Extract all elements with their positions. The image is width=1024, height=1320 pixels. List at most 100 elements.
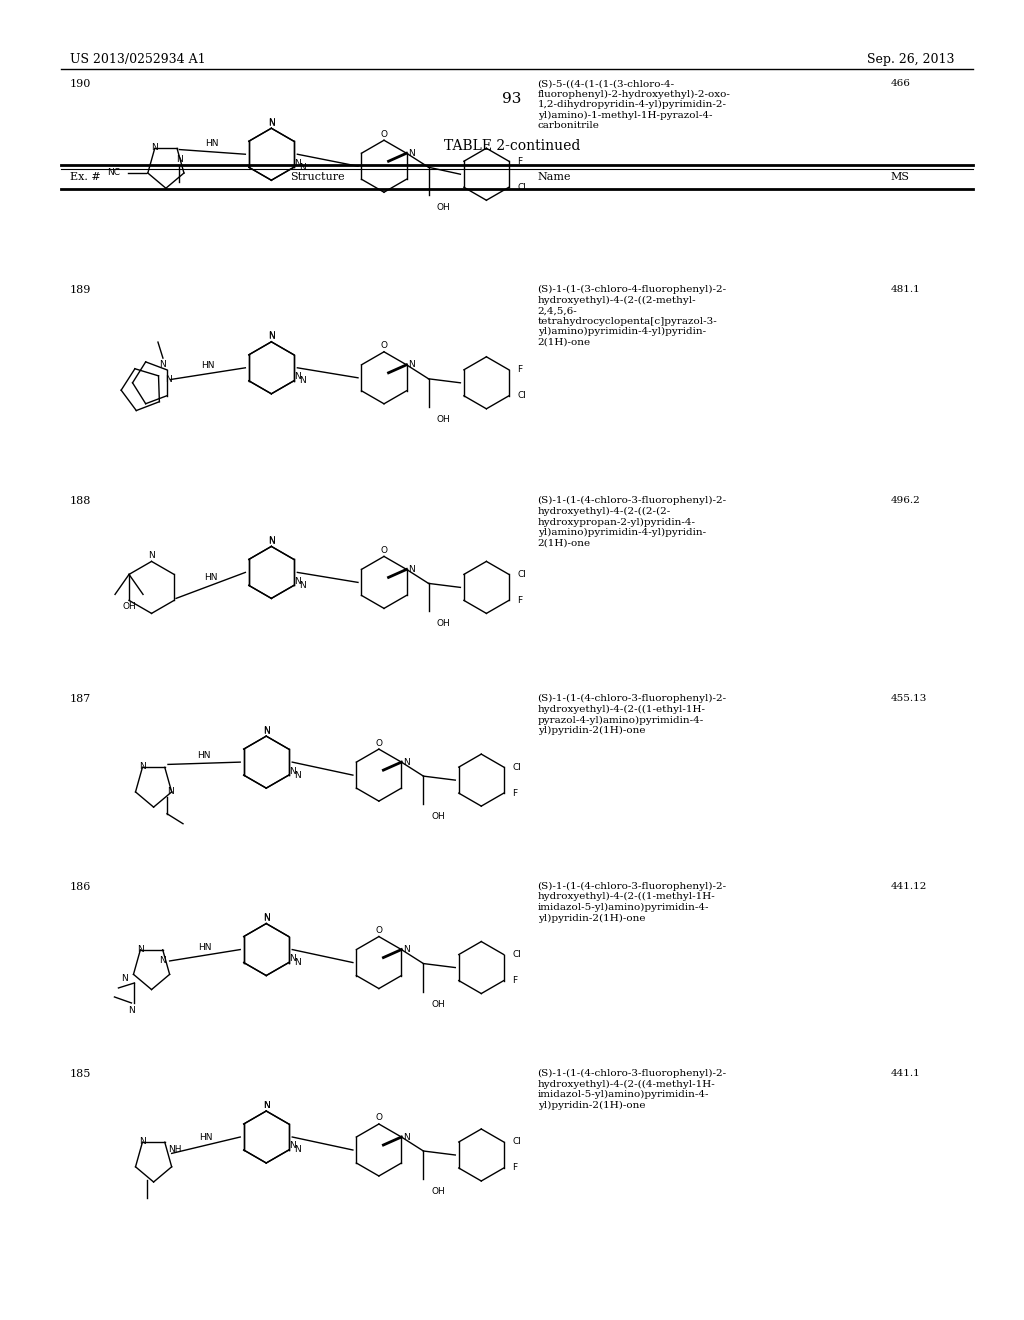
- Text: Cl: Cl: [517, 391, 526, 400]
- Text: N: N: [403, 758, 410, 767]
- Text: Cl: Cl: [517, 570, 526, 579]
- Text: O: O: [381, 546, 387, 554]
- Text: F: F: [512, 788, 517, 797]
- Text: N: N: [290, 767, 296, 776]
- Text: N: N: [290, 954, 296, 964]
- Text: N: N: [263, 726, 269, 735]
- Text: N: N: [290, 1142, 296, 1151]
- Text: N: N: [121, 974, 128, 983]
- Text: F: F: [512, 975, 517, 985]
- Text: OH: OH: [122, 602, 136, 611]
- Text: N: N: [409, 149, 415, 158]
- Text: N: N: [263, 1101, 269, 1110]
- Text: OH: OH: [436, 619, 451, 628]
- Text: F: F: [517, 157, 522, 166]
- Text: N: N: [263, 726, 269, 735]
- Text: N: N: [160, 359, 166, 368]
- Text: N: N: [409, 360, 415, 370]
- Text: 187: 187: [70, 694, 91, 705]
- Text: OH: OH: [436, 203, 451, 213]
- Text: (S)-1-(1-(4-chloro-3-fluorophenyl)-2-
hydroxyethyl)-4-(2-((2-(2-
hydroxypropan-2: (S)-1-(1-(4-chloro-3-fluorophenyl)-2- hy…: [538, 496, 727, 548]
- Text: O: O: [381, 342, 387, 350]
- Text: N: N: [263, 1101, 269, 1110]
- Text: N: N: [409, 565, 415, 574]
- Text: N: N: [263, 913, 269, 923]
- Text: N: N: [295, 158, 301, 168]
- Text: Cl: Cl: [512, 763, 521, 772]
- Text: Ex. #: Ex. #: [70, 172, 100, 182]
- Text: N: N: [139, 762, 145, 771]
- Text: OH: OH: [431, 1187, 445, 1196]
- Text: F: F: [512, 1163, 517, 1172]
- Text: 188: 188: [70, 496, 91, 507]
- Text: 441.1: 441.1: [891, 1069, 921, 1078]
- Text: HN: HN: [198, 751, 211, 760]
- Text: Cl: Cl: [512, 950, 521, 960]
- Text: NC: NC: [106, 169, 120, 177]
- Text: HN: HN: [204, 573, 217, 582]
- Text: (S)-1-(1-(4-chloro-3-fluorophenyl)-2-
hydroxyethyl)-4-(2-((1-ethyl-1H-
pyrazol-4: (S)-1-(1-(4-chloro-3-fluorophenyl)-2- hy…: [538, 694, 727, 735]
- Text: (S)-1-(1-(4-chloro-3-fluorophenyl)-2-
hydroxyethyl)-4-(2-((1-methyl-1H-
imidazol: (S)-1-(1-(4-chloro-3-fluorophenyl)-2- hy…: [538, 882, 727, 923]
- Text: HN: HN: [199, 942, 212, 952]
- Text: N: N: [299, 376, 306, 385]
- Text: Structure: Structure: [290, 172, 345, 182]
- Text: Cl: Cl: [512, 1138, 521, 1147]
- Text: N: N: [295, 372, 301, 381]
- Text: 496.2: 496.2: [891, 496, 921, 506]
- Text: 190: 190: [70, 79, 91, 90]
- Text: TABLE 2-continued: TABLE 2-continued: [443, 139, 581, 153]
- Text: N: N: [268, 331, 274, 341]
- Text: N: N: [152, 143, 158, 152]
- Text: OH: OH: [431, 999, 445, 1008]
- Text: Name: Name: [538, 172, 571, 182]
- Text: MS: MS: [891, 172, 910, 182]
- Text: N: N: [403, 1133, 410, 1142]
- Text: N: N: [165, 375, 172, 384]
- Text: N: N: [148, 550, 155, 560]
- Text: O: O: [381, 129, 387, 139]
- Text: N: N: [268, 117, 274, 127]
- Text: 455.13: 455.13: [891, 694, 928, 704]
- Text: 189: 189: [70, 285, 91, 296]
- Text: N: N: [294, 958, 301, 968]
- Text: (S)-1-(1-(3-chloro-4-fluorophenyl)-2-
hydroxyethyl)-4-(2-((2-methyl-
2,4,5,6-
te: (S)-1-(1-(3-chloro-4-fluorophenyl)-2- hy…: [538, 285, 727, 347]
- Text: N: N: [268, 333, 274, 342]
- Text: O: O: [376, 739, 382, 747]
- Text: N: N: [268, 537, 274, 546]
- Text: N: N: [263, 913, 269, 923]
- Text: N: N: [299, 581, 306, 590]
- Text: N: N: [167, 787, 174, 796]
- Text: 481.1: 481.1: [891, 285, 921, 294]
- Text: OH: OH: [431, 812, 445, 821]
- Text: N: N: [128, 1006, 135, 1015]
- Text: 466: 466: [891, 79, 910, 88]
- Text: (S)-5-((4-(1-(1-(3-chloro-4-
fluorophenyl)-2-hydroxyethyl)-2-oxo-
1,2-dihydropyr: (S)-5-((4-(1-(1-(3-chloro-4- fluoropheny…: [538, 79, 730, 131]
- Text: N: N: [139, 1137, 145, 1146]
- Text: HN: HN: [206, 140, 219, 148]
- Text: Sep. 26, 2013: Sep. 26, 2013: [867, 53, 954, 66]
- Text: O: O: [376, 927, 382, 935]
- Text: N: N: [294, 771, 301, 780]
- Text: 186: 186: [70, 882, 91, 892]
- Text: N: N: [160, 957, 166, 965]
- Text: N: N: [299, 162, 306, 172]
- Text: HN: HN: [200, 1133, 213, 1142]
- Text: F: F: [517, 366, 522, 375]
- Text: N: N: [268, 119, 274, 128]
- Text: F: F: [517, 595, 522, 605]
- Text: OH: OH: [436, 414, 451, 424]
- Text: O: O: [376, 1114, 382, 1122]
- Text: N: N: [294, 1146, 301, 1155]
- Text: N: N: [137, 945, 143, 954]
- Text: 185: 185: [70, 1069, 91, 1080]
- Text: N: N: [176, 156, 182, 164]
- Text: 441.12: 441.12: [891, 882, 928, 891]
- Text: 93: 93: [503, 92, 521, 107]
- Text: N: N: [403, 945, 410, 954]
- Text: N: N: [268, 536, 274, 545]
- Text: NH: NH: [168, 1144, 181, 1154]
- Text: (S)-1-(1-(4-chloro-3-fluorophenyl)-2-
hydroxyethyl)-4-(2-((4-methyl-1H-
imidazol: (S)-1-(1-(4-chloro-3-fluorophenyl)-2- hy…: [538, 1069, 727, 1110]
- Text: HN: HN: [202, 362, 215, 370]
- Text: N: N: [295, 577, 301, 586]
- Text: US 2013/0252934 A1: US 2013/0252934 A1: [70, 53, 205, 66]
